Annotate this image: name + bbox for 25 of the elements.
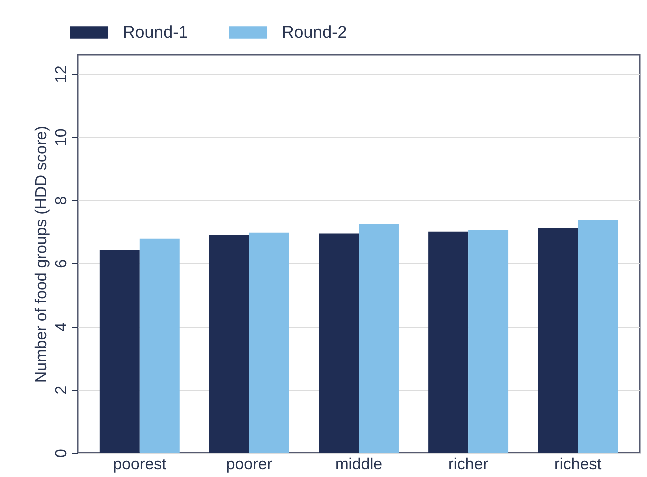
bar — [359, 224, 399, 453]
x-tick-label: middle — [335, 456, 383, 474]
bar — [140, 238, 180, 453]
y-tick-label: 0 — [54, 448, 70, 458]
bar — [538, 228, 578, 453]
y-tick-label: 10 — [54, 128, 70, 147]
bar — [100, 250, 140, 453]
x-tick-label: poorest — [113, 456, 168, 474]
x-tick-label: richest — [554, 456, 602, 474]
y-tick-label: 2 — [54, 386, 70, 395]
x-tick-label: poorer — [226, 456, 274, 474]
y-axis-title: Number of food groups (HDD score) — [34, 126, 50, 383]
bar — [319, 234, 359, 453]
bar — [578, 220, 618, 453]
bar — [428, 232, 469, 453]
y-tick-label: 12 — [54, 65, 70, 84]
bar — [249, 232, 290, 453]
y-tick-label: 8 — [54, 196, 70, 206]
x-tick-label: richer — [448, 456, 490, 474]
legend-label: Round-1 — [123, 22, 188, 42]
y-tick-label: 6 — [54, 259, 70, 268]
legend-label: Round-2 — [282, 22, 348, 42]
bar — [468, 230, 509, 453]
bar — [209, 235, 250, 453]
y-tick-label: 4 — [54, 322, 70, 332]
